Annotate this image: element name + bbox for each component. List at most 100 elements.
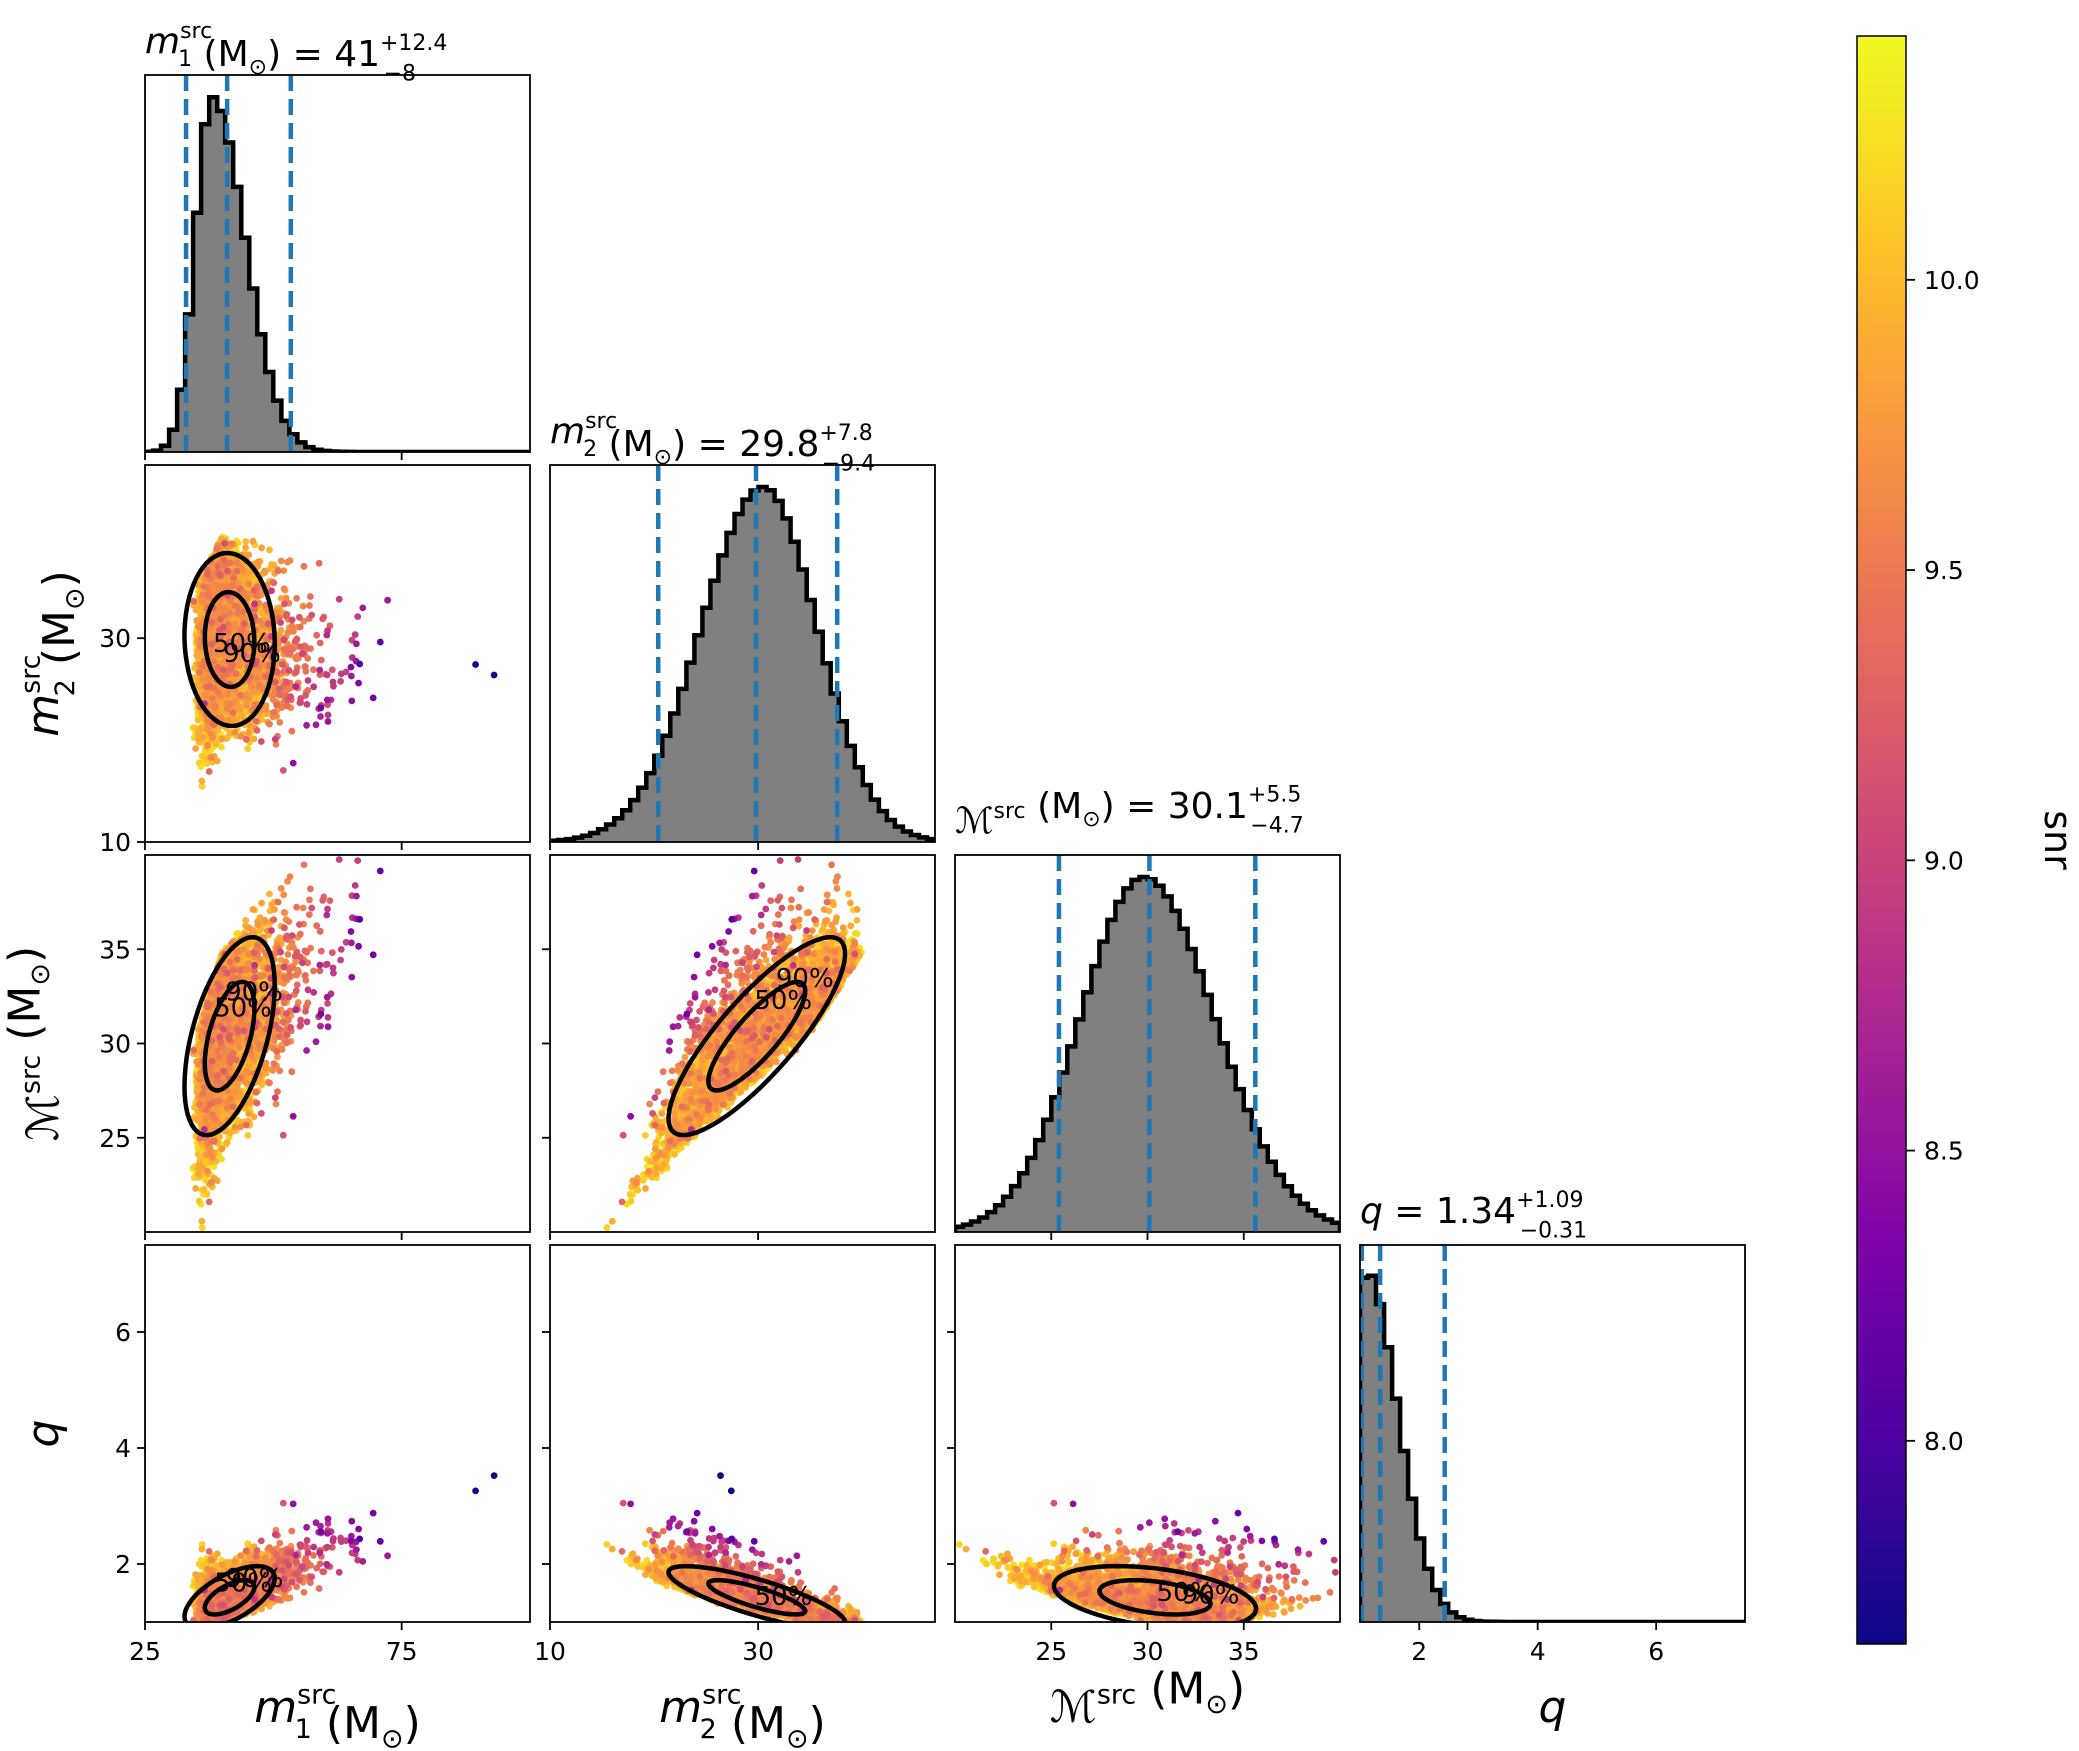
scatter-point — [315, 559, 323, 567]
scatter-point — [264, 620, 272, 628]
scatter-point — [317, 704, 325, 712]
scatter-point — [293, 595, 300, 602]
histogram-fill — [550, 487, 935, 842]
scatter-point — [288, 622, 296, 630]
title-m1: msrc 1 (M⊙) = 41+12.4 −8 — [145, 19, 447, 86]
y-axis-label-m2: msrc 2 (M⊙) — [16, 570, 91, 737]
scatter-point — [472, 661, 479, 668]
scatter-point — [323, 696, 331, 704]
scatter-point — [214, 562, 222, 570]
scatter-point — [286, 649, 294, 657]
scatter-point — [337, 670, 345, 678]
scatter-point — [337, 677, 344, 685]
histogram-m1: msrc 1 (M⊙) = 41+12.4 −8 — [144, 19, 531, 460]
scatter-point — [199, 598, 207, 606]
scatter-point — [324, 718, 332, 725]
scatter-point — [208, 754, 215, 761]
scatter-point — [275, 685, 283, 692]
scatter-point — [323, 671, 331, 679]
scatter-point — [356, 660, 364, 668]
scatter-point — [274, 567, 282, 575]
scatter-point — [216, 603, 224, 611]
scatter-point — [253, 675, 260, 683]
scatter-point — [211, 702, 219, 709]
y-tick-label: 10 — [99, 828, 131, 857]
scatter-point — [224, 716, 232, 724]
scatter-point — [190, 597, 198, 605]
scatter-point — [268, 561, 275, 568]
scatter-point — [310, 666, 317, 674]
scatter-point — [198, 782, 206, 790]
scatter-point — [283, 678, 290, 686]
histogram-fill — [145, 97, 530, 452]
scatter-point — [329, 678, 337, 686]
scatter-point — [212, 581, 220, 589]
scatter-point — [217, 615, 224, 623]
scatter-point — [252, 717, 260, 725]
scatter-point — [279, 767, 287, 774]
scatter-point — [229, 709, 237, 717]
scatter-point — [223, 704, 231, 712]
scatter-point — [253, 592, 261, 600]
scatter-point — [192, 745, 200, 752]
contour-label-50: 50% — [213, 629, 271, 659]
scatter-point — [328, 666, 336, 674]
scatter-point — [203, 760, 211, 767]
scatter-point — [304, 654, 312, 662]
scatter-point — [248, 683, 256, 691]
scatter-point — [244, 745, 252, 753]
scatter-point — [287, 693, 294, 700]
scatter-point — [229, 582, 237, 589]
scatter-point — [316, 639, 324, 647]
scatter-point — [213, 545, 221, 553]
scatter-point — [303, 721, 310, 729]
scatter-point — [299, 602, 307, 610]
scatter-point — [262, 673, 270, 681]
scatter-point — [300, 562, 308, 570]
scatter-point — [296, 643, 304, 650]
scatter-point — [348, 672, 355, 680]
scatter-point — [277, 619, 284, 626]
scatter-point — [213, 757, 221, 765]
scatter-point — [193, 617, 201, 624]
scatter-point — [323, 631, 331, 639]
scatter-point — [273, 668, 281, 676]
scatter-point — [283, 611, 290, 618]
scatter-point — [233, 567, 241, 575]
scatter-point — [243, 702, 251, 709]
scatter-point — [232, 670, 240, 678]
scatter-point — [319, 615, 327, 623]
scatter-point — [262, 706, 270, 713]
scatter-point — [250, 735, 258, 743]
scatter-point — [376, 638, 384, 646]
scatter-point — [317, 713, 324, 720]
scatter-point — [218, 735, 226, 743]
scatter-point — [270, 579, 278, 587]
scatter-point — [206, 682, 214, 690]
scatter-point — [200, 753, 208, 761]
scatter-point — [200, 583, 208, 590]
scatter-point — [203, 571, 211, 578]
scatter-point — [288, 727, 296, 735]
scatter-point — [233, 559, 241, 567]
histogram-edge — [145, 95, 530, 452]
scatter-point — [272, 679, 279, 686]
scatter-point — [307, 593, 314, 600]
scatter-point — [226, 559, 234, 567]
scatter-point — [195, 623, 202, 630]
scatter-point — [258, 544, 265, 552]
scatter-point — [303, 701, 311, 708]
panel-frame — [144, 74, 531, 453]
scatter-point — [204, 741, 212, 749]
scatter-point — [266, 720, 273, 728]
scatter-point — [207, 729, 215, 737]
scatter-point — [224, 567, 232, 575]
scatter-point — [234, 604, 242, 611]
scatter-point — [202, 691, 210, 699]
scatter-point — [256, 682, 264, 689]
scatter-point — [292, 683, 300, 690]
scatter-point — [276, 691, 283, 699]
